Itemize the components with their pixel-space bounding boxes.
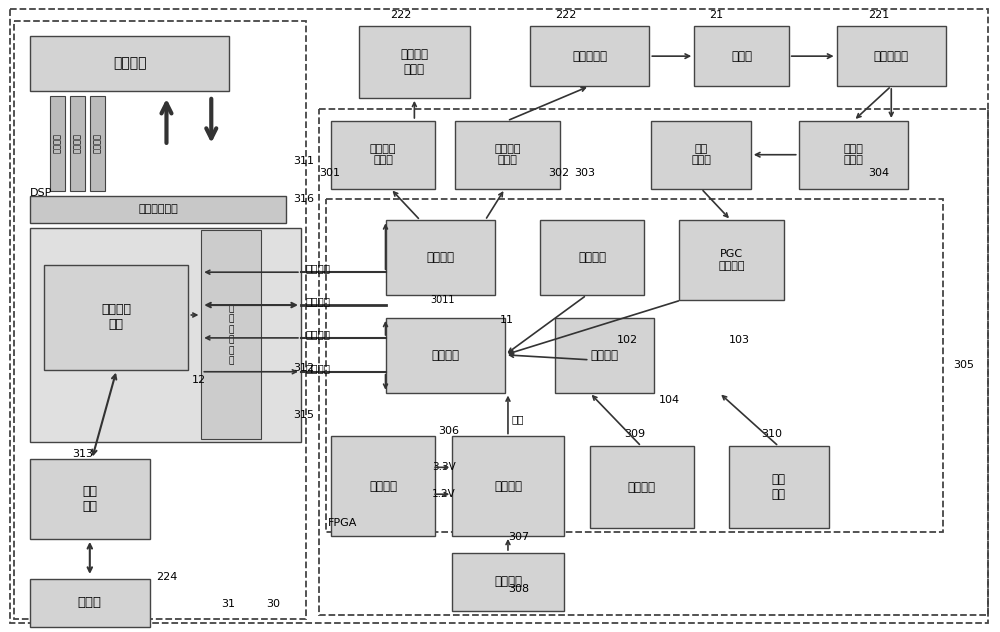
Bar: [837, 27, 946, 86]
Text: 网线
接口: 网线 接口: [82, 485, 97, 513]
Bar: [331, 121, 435, 188]
Text: 第二数据总线: 第二数据总线: [138, 205, 178, 214]
Text: 305: 305: [953, 360, 974, 370]
Text: 第
一
数
据
总
线: 第 一 数 据 总 线: [228, 305, 234, 365]
Text: 1.2V: 1.2V: [432, 489, 456, 499]
Text: 222: 222: [390, 10, 412, 20]
Text: 光源调制器: 光源调制器: [572, 50, 607, 63]
Text: 干涉仪: 干涉仪: [731, 50, 752, 63]
Bar: [30, 459, 150, 539]
Text: PGC
干涉信号: PGC 干涉信号: [718, 250, 745, 271]
Bar: [452, 553, 564, 611]
Bar: [30, 195, 286, 223]
Bar: [452, 437, 564, 536]
Bar: [90, 96, 105, 191]
Text: 103: 103: [729, 335, 750, 345]
Text: 计算机: 计算机: [78, 596, 102, 609]
Text: 102: 102: [616, 335, 638, 345]
Text: 302: 302: [548, 167, 569, 178]
Text: 时钟
芯片: 时钟 芯片: [772, 473, 786, 501]
Text: 306: 306: [438, 427, 459, 437]
Bar: [201, 231, 261, 439]
Bar: [319, 109, 988, 615]
Text: 电源监测: 电源监测: [494, 480, 522, 493]
Text: 30: 30: [266, 599, 280, 609]
Text: 310: 310: [761, 430, 782, 439]
Text: 303: 303: [575, 167, 596, 178]
Text: 地址信号: 地址信号: [306, 329, 331, 339]
Text: 倍频信号: 倍频信号: [591, 349, 619, 362]
Text: 压电陶瓷
驱动器: 压电陶瓷 驱动器: [400, 48, 428, 76]
Text: 313: 313: [72, 449, 93, 459]
Bar: [555, 318, 654, 392]
Text: 第二数模
转换器: 第二数模 转换器: [494, 144, 521, 166]
Bar: [30, 228, 301, 442]
Bar: [386, 318, 505, 392]
Text: 311: 311: [293, 155, 314, 166]
Bar: [729, 446, 829, 528]
Bar: [30, 36, 229, 91]
Text: 复位信号: 复位信号: [306, 263, 331, 273]
Text: 锁相模块: 锁相模块: [431, 349, 459, 362]
Bar: [326, 198, 943, 532]
Text: 21: 21: [709, 10, 723, 20]
Text: 数据信号: 数据信号: [306, 296, 331, 306]
Text: 复位: 复位: [512, 415, 524, 425]
Text: 307: 307: [508, 532, 529, 542]
Text: 222: 222: [555, 10, 576, 20]
Text: FPGA: FPGA: [328, 518, 357, 528]
Bar: [70, 96, 85, 191]
Text: 315: 315: [293, 410, 314, 420]
Bar: [44, 265, 188, 370]
Text: 11: 11: [500, 315, 514, 325]
Text: 程序存储: 程序存储: [628, 481, 656, 494]
Text: 第一数模
转换器: 第一数模 转换器: [370, 144, 396, 166]
Text: 差分探测器: 差分探测器: [874, 50, 909, 63]
Text: 测试信号: 测试信号: [426, 252, 454, 264]
Bar: [694, 27, 789, 86]
Bar: [30, 579, 150, 627]
Text: 309: 309: [624, 430, 646, 439]
Bar: [331, 437, 435, 536]
Text: 片选信号: 片选信号: [306, 363, 331, 373]
Bar: [679, 221, 784, 300]
Bar: [651, 121, 751, 188]
Text: DSP: DSP: [30, 188, 52, 198]
Text: 3011: 3011: [430, 295, 455, 305]
Bar: [540, 221, 644, 295]
Text: 片选信号: 片选信号: [93, 133, 102, 153]
Text: 304: 304: [868, 167, 889, 178]
Text: 308: 308: [508, 584, 529, 594]
Text: 312: 312: [293, 363, 314, 373]
Text: 电源模块: 电源模块: [369, 480, 397, 493]
Bar: [530, 27, 649, 86]
Text: 104: 104: [659, 394, 680, 404]
Text: 复位信号: 复位信号: [494, 575, 522, 588]
Bar: [386, 221, 495, 295]
Text: 可编程
放大器: 可编程 放大器: [844, 144, 863, 166]
Text: 数据信号: 数据信号: [53, 133, 62, 153]
Bar: [590, 446, 694, 528]
Text: 221: 221: [868, 10, 890, 20]
Bar: [455, 121, 560, 188]
Text: 31: 31: [221, 599, 235, 609]
Bar: [50, 96, 65, 191]
Text: 316: 316: [293, 193, 314, 204]
Bar: [14, 21, 306, 619]
Bar: [799, 121, 908, 188]
Text: 模数
转换器: 模数 转换器: [691, 144, 711, 166]
Text: 301: 301: [319, 167, 340, 178]
Text: 数据解调
模块: 数据解调 模块: [101, 303, 131, 332]
Text: 地址信号: 地址信号: [73, 133, 82, 153]
Text: 224: 224: [157, 572, 178, 582]
Text: 数据缓存: 数据缓存: [113, 57, 146, 71]
Text: 12: 12: [191, 375, 205, 385]
Text: 基频信号: 基频信号: [578, 252, 606, 264]
Bar: [359, 27, 470, 98]
Text: 3.3V: 3.3V: [432, 463, 456, 472]
